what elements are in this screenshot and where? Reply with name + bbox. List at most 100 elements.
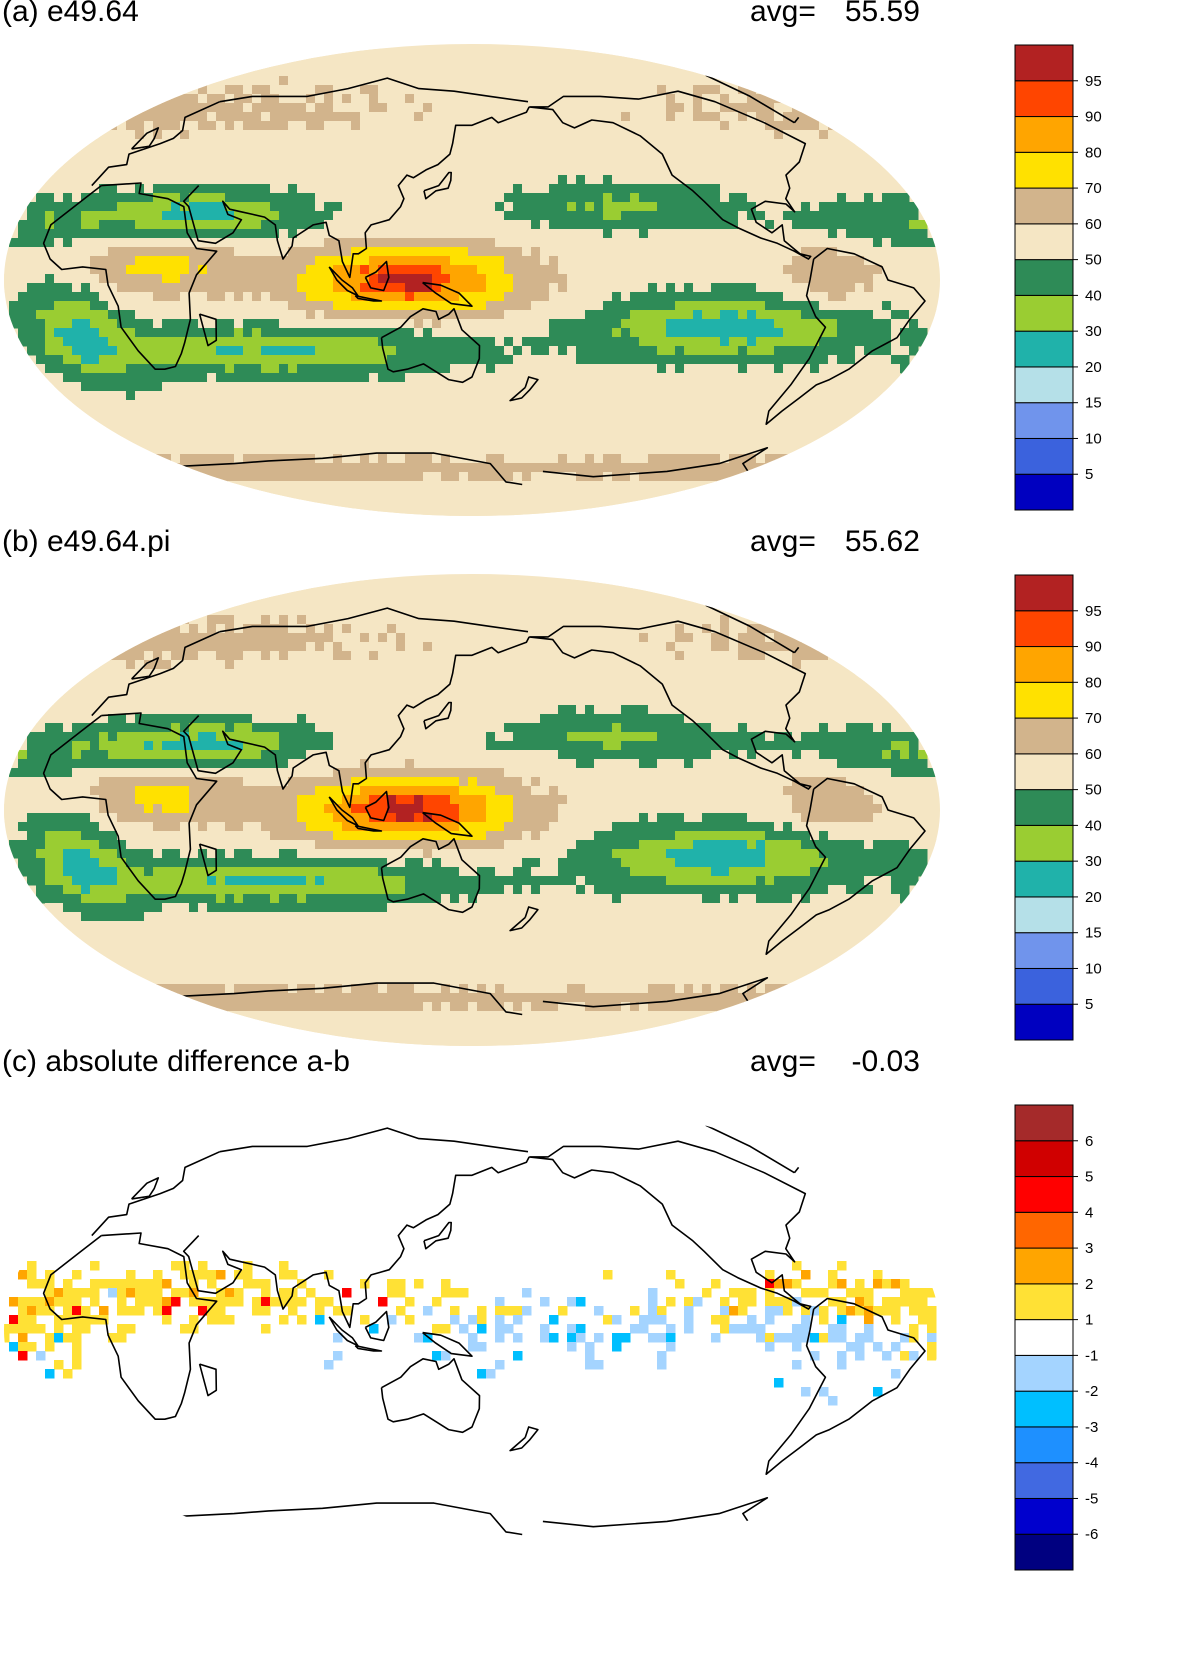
coastline (423, 1221, 452, 1250)
colorbar-swatch (1014, 717, 1074, 755)
colorbar-swatch (1014, 1354, 1074, 1392)
coastline (182, 1156, 530, 1329)
colorbar-tick-label: 10 (1085, 960, 1102, 977)
colorbar-tick-label: -4 (1085, 1455, 1098, 1472)
colorbar-swatch (1014, 896, 1074, 934)
coastline (198, 1363, 218, 1397)
colorbar-tick-label: 40 (1085, 287, 1102, 304)
coastline (765, 247, 926, 425)
colorbar: -6 -5 -4 -3 -2 -1 1 2 3 4 5 6 (1014, 1104, 1098, 1571)
coastline (131, 1177, 160, 1200)
coastline (354, 1344, 383, 1352)
map-field (4, 1261, 937, 1406)
colorbar-swatch (1014, 1426, 1074, 1464)
map (4, 574, 940, 1046)
colorbar-swatch (1014, 473, 1074, 511)
colorbar-swatch (1014, 789, 1074, 826)
colorbar-tick-label: 70 (1085, 180, 1102, 197)
coastline (509, 1426, 539, 1452)
colorbar-tick-label: -1 (1085, 1347, 1098, 1364)
colorbar-swatch (1014, 330, 1074, 368)
colorbar-swatch (1014, 860, 1074, 898)
coastline (422, 281, 473, 307)
coastline (131, 127, 160, 150)
colorbar-tick-label: 90 (1085, 639, 1102, 656)
avg-value: -0.03 (851, 1045, 920, 1078)
colorbar-tick-label: 70 (1085, 710, 1102, 727)
coastline (765, 1297, 926, 1475)
colorbar-swatch (1014, 151, 1074, 189)
coastline (91, 630, 221, 717)
coastline (91, 100, 221, 187)
colorbar-swatch (1014, 437, 1074, 475)
colorbar-tick-label: 30 (1085, 323, 1102, 340)
colorbar-swatch (1014, 223, 1074, 261)
colorbar-swatch (1014, 366, 1074, 404)
colorbar-tick-label: 15 (1085, 925, 1102, 942)
colorbar-swatch (1014, 824, 1074, 862)
colorbar-tick-label: 6 (1085, 1133, 1093, 1150)
colorbar-tick-label: 60 (1085, 746, 1102, 763)
colorbar-swatch (1014, 610, 1074, 648)
colorbar-swatch (1014, 1497, 1074, 1535)
panel-title: (c) absolute difference a-b (2, 1045, 350, 1078)
colorbar-swatch (1014, 187, 1074, 225)
colorbar-tick-label: 5 (1085, 1169, 1093, 1186)
colorbar-tick-label: 1 (1085, 1312, 1093, 1329)
colorbar-tick-label: 4 (1085, 1204, 1093, 1221)
coastline (354, 294, 383, 302)
colorbar-tick-label: 5 (1085, 996, 1093, 1013)
coastline (380, 838, 481, 914)
coastline (423, 171, 452, 200)
coastline (182, 106, 530, 279)
coastline (182, 636, 530, 809)
colorbar-tick-label: 20 (1085, 889, 1102, 906)
colorbar: 5 10 15 20 30 40 50 60 70 80 90 95 (1014, 574, 1102, 1041)
colorbar-tick-label: 80 (1085, 674, 1102, 691)
avg-value: 55.59 (844, 0, 920, 28)
colorbar-swatch (1014, 1462, 1074, 1499)
colorbar-tick-label: 10 (1085, 430, 1102, 447)
coastline (422, 1331, 473, 1357)
colorbar-swatch (1014, 116, 1074, 153)
coastline (423, 701, 452, 730)
colorbar-swatch (1014, 259, 1074, 296)
coastline (219, 607, 529, 633)
colorbar-swatch (1014, 1390, 1074, 1428)
coastline (131, 657, 160, 680)
colorbar-swatch (1014, 1319, 1074, 1356)
colorbar-tick-label: 95 (1085, 603, 1102, 620)
avg-label: avg= (750, 1045, 816, 1078)
avg-label: avg= (750, 525, 816, 558)
colorbar-tick-label: -2 (1085, 1383, 1098, 1400)
coastline (765, 777, 926, 955)
coastline (529, 90, 812, 260)
colorbar-swatch (1014, 80, 1074, 118)
map-field (4, 44, 940, 516)
colorbar-tick-label: 95 (1085, 73, 1102, 90)
colorbar-swatch (1014, 1176, 1074, 1213)
colorbar-swatch (1014, 681, 1074, 719)
colorbar-tick-label: 30 (1085, 853, 1102, 870)
panel-b: (b) e49.64.pi avg= 55.62 5 10 15 20 30 40 50 60 7… (0, 525, 1183, 1050)
coastline (364, 1310, 390, 1342)
panel-title: (b) e49.64.pi (2, 525, 171, 558)
colorbar-swatch (1014, 753, 1074, 791)
coastline (42, 1232, 218, 1420)
colorbar-tick-label: 2 (1085, 1276, 1093, 1293)
panel-title: (a) e49.64 (2, 0, 139, 28)
colorbar-tick-label: -5 (1085, 1490, 1098, 1507)
coastline (380, 1358, 481, 1434)
colorbar-swatch (1014, 1140, 1074, 1178)
panel-a: (a) e49.64 avg= 55.59 5 10 15 20 30 40 50 60 70 80… (0, 0, 1183, 520)
colorbar-tick-label: -3 (1085, 1419, 1098, 1436)
colorbar-swatch (1014, 44, 1074, 82)
colorbar-swatch (1014, 574, 1074, 612)
coastline (182, 977, 769, 1016)
colorbar-swatch (1014, 646, 1074, 683)
colorbar-tick-label: 50 (1085, 252, 1102, 269)
colorbar-swatch (1014, 932, 1074, 969)
map (4, 1111, 937, 1536)
coastline (364, 790, 390, 822)
colorbar-tick-label: 80 (1085, 144, 1102, 161)
